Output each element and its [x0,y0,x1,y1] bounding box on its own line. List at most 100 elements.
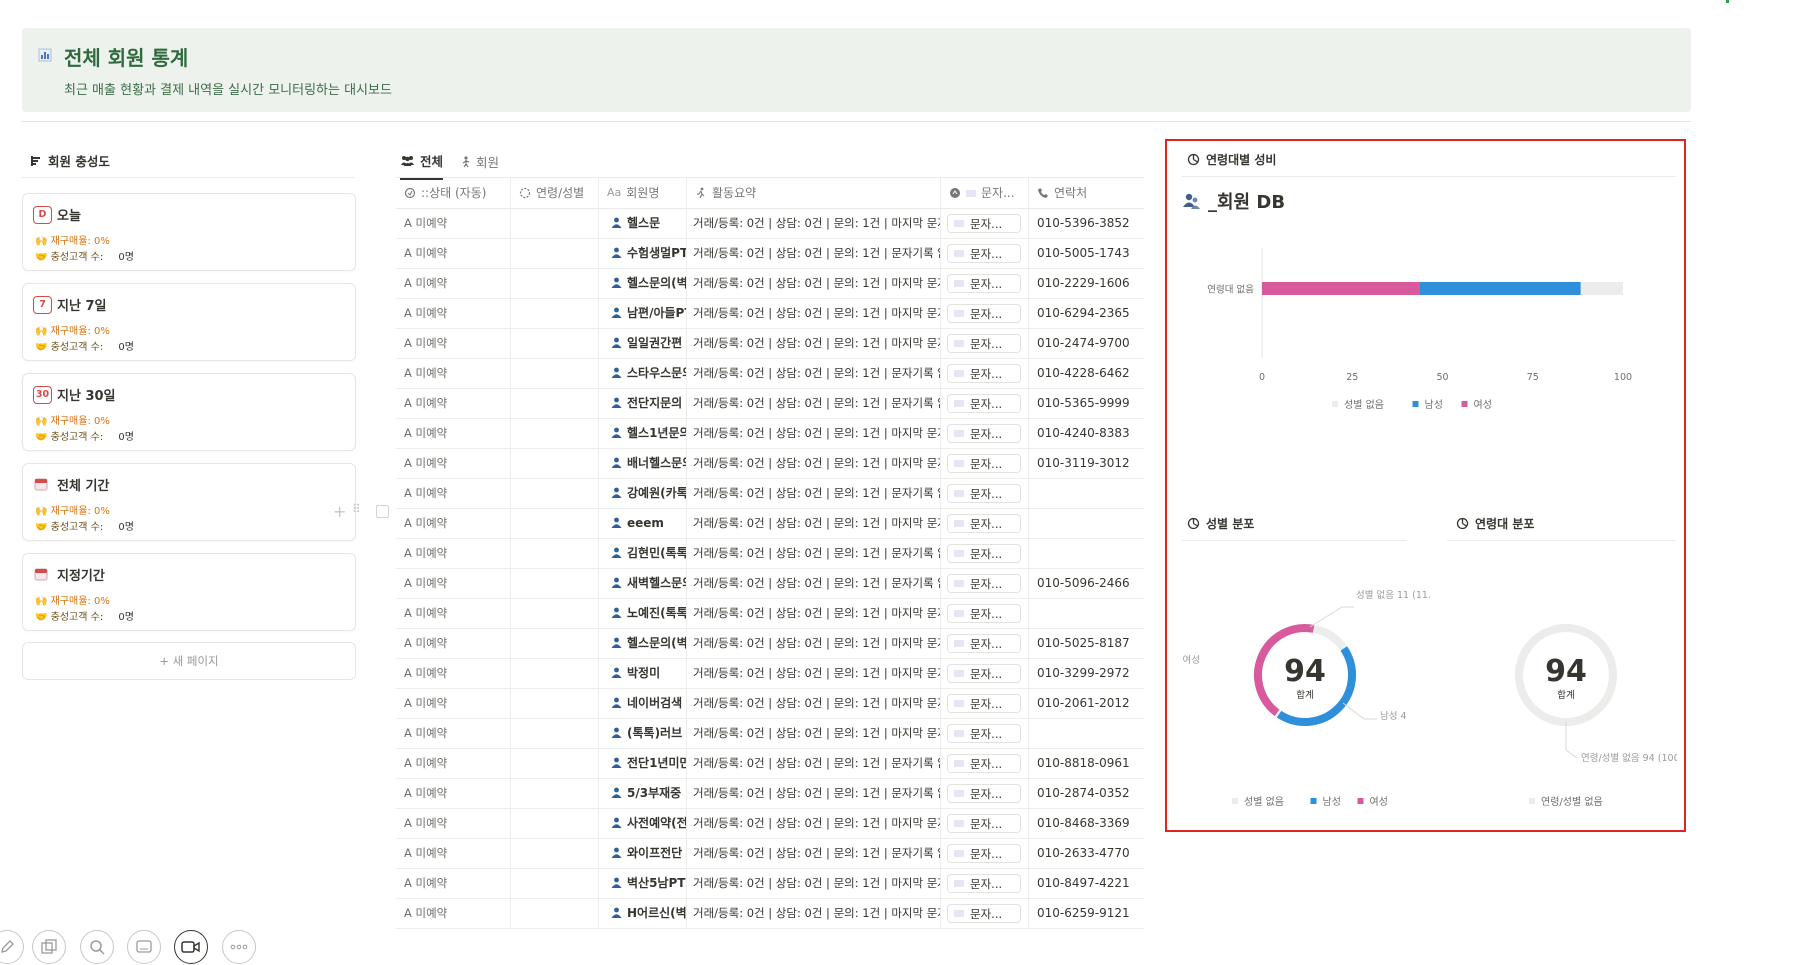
age-gender-cell[interactable] [511,479,599,508]
table-row[interactable]: A 미예약 헬스1년문의 거래/등록: 0건 | 상담: 0건 | 문의: 1건… [396,419,1144,449]
status-cell[interactable]: A 미예약 [396,209,511,238]
column-header-activity[interactable]: 활동요약 [687,178,941,208]
table-row[interactable]: A 미예약 배너헬스문의 거래/등록: 0건 | 상담: 0건 | 문의: 1건… [396,449,1144,479]
send-message-button[interactable]: 문자... [947,244,1021,263]
column-header-age-gender[interactable]: 연령/성별 [511,178,599,208]
message-cell[interactable]: 문자... [941,509,1029,538]
tab-all[interactable]: 전체 [400,151,444,180]
table-row[interactable]: A 미예약 전단지문의 거래/등록: 0건 | 상담: 0건 | 문의: 1건 … [396,389,1144,419]
column-header-message[interactable]: 문자... [941,178,1029,208]
activity-cell[interactable]: 거래/등록: 0건 | 상담: 0건 | 문의: 1건 | 문자기록 없 [687,389,941,418]
send-message-button[interactable]: 문자... [947,784,1021,803]
send-message-button[interactable]: 문자... [947,904,1021,923]
table-row[interactable]: A 미예약 새벽헬스문의 거래/등록: 0건 | 상담: 0건 | 문의: 1건… [396,569,1144,599]
age-gender-cell[interactable] [511,239,599,268]
status-cell[interactable]: A 미예약 [396,359,511,388]
activity-cell[interactable]: 거래/등록: 0건 | 상담: 0건 | 문의: 1건 | 문자기록 없 [687,779,941,808]
member-name-cell[interactable]: (톡톡)러브 [599,719,687,748]
phone-cell[interactable] [1029,479,1144,508]
message-cell[interactable]: 문자... [941,449,1029,478]
message-cell[interactable]: 문자... [941,389,1029,418]
age-gender-cell[interactable] [511,359,599,388]
send-message-button[interactable]: 문자... [947,274,1021,293]
send-message-button[interactable]: 문자... [947,844,1021,863]
member-name-cell[interactable]: 전단지문의 [599,389,687,418]
age-gender-cell[interactable] [511,389,599,418]
member-name-cell[interactable]: 새벽헬스문의 [599,569,687,598]
table-row[interactable]: A 미예약 헬스문 거래/등록: 0건 | 상담: 0건 | 문의: 1건 | … [396,209,1144,239]
age-gender-cell[interactable] [511,629,599,658]
send-message-button[interactable]: 문자... [947,814,1021,833]
message-cell[interactable]: 문자... [941,869,1029,898]
age-gender-cell[interactable] [511,569,599,598]
activity-cell[interactable]: 거래/등록: 0건 | 상담: 0건 | 문의: 1건 | 마지막 문자 [687,719,941,748]
activity-cell[interactable]: 거래/등록: 0건 | 상담: 0건 | 문의: 1건 | 마지막 문자 [687,419,941,448]
age-gender-cell[interactable] [511,719,599,748]
status-cell[interactable]: A 미예약 [396,449,511,478]
table-row[interactable]: A 미예약 와이프전단 거래/등록: 0건 | 상담: 0건 | 문의: 1건 … [396,839,1144,869]
drag-handle-icon[interactable]: ⠿ [352,502,361,516]
send-message-button[interactable]: 문자... [947,634,1021,653]
table-row[interactable]: A 미예약 수험생멀PT 거래/등록: 0건 | 상담: 0건 | 문의: 1건… [396,239,1144,269]
member-name-cell[interactable]: 헬스문 [599,209,687,238]
send-message-button[interactable]: 문자... [947,334,1021,353]
status-cell[interactable]: A 미예약 [396,239,511,268]
loyalty-card[interactable]: 30 지난 30일 🙌 재구매율: 0% 🤝 충성고객 수: 0명 [22,373,356,451]
status-cell[interactable]: A 미예약 [396,779,511,808]
send-message-button[interactable]: 문자... [947,304,1021,323]
activity-cell[interactable]: 거래/등록: 0건 | 상담: 0건 | 문의: 1건 | 마지막 문자 [687,629,941,658]
activity-cell[interactable]: 거래/등록: 0건 | 상담: 0건 | 문의: 1건 | 마지막 문자 [687,299,941,328]
table-row[interactable]: A 미예약 노예진(톡톡 거래/등록: 0건 | 상담: 0건 | 문의: 1건… [396,599,1144,629]
status-cell[interactable]: A 미예약 [396,539,511,568]
age-gender-cell[interactable] [511,689,599,718]
activity-cell[interactable]: 거래/등록: 0건 | 상담: 0건 | 문의: 1건 | 마지막 문자 [687,869,941,898]
activity-cell[interactable]: 거래/등록: 0건 | 상담: 0건 | 문의: 1건 | 문자기록 없 [687,569,941,598]
table-row[interactable]: A 미예약 네이버검색 거래/등록: 0건 | 상담: 0건 | 문의: 1건 … [396,689,1144,719]
status-cell[interactable]: A 미예약 [396,839,511,868]
activity-cell[interactable]: 거래/등록: 0건 | 상담: 0건 | 문의: 1건 | 마지막 문자 [687,899,941,928]
member-name-cell[interactable]: 배너헬스문의 [599,449,687,478]
message-cell[interactable]: 문자... [941,269,1029,298]
send-message-button[interactable]: 문자... [947,724,1021,743]
row-checkbox[interactable] [376,505,389,518]
member-name-cell[interactable]: 남편/아들PT [599,299,687,328]
message-cell[interactable]: 문자... [941,359,1029,388]
send-message-button[interactable]: 문자... [947,604,1021,623]
message-cell[interactable]: 문자... [941,629,1029,658]
member-name-cell[interactable]: 일일권간편 [599,329,687,358]
age-gender-cell[interactable] [511,269,599,298]
age-gender-cell[interactable] [511,599,599,628]
message-cell[interactable]: 문자... [941,809,1029,838]
add-block-icon[interactable]: + [333,502,347,521]
member-name-cell[interactable]: 강예원(카톡 [599,479,687,508]
send-message-button[interactable]: 문자... [947,694,1021,713]
send-message-button[interactable]: 문자... [947,544,1021,563]
send-message-button[interactable]: 문자... [947,574,1021,593]
member-name-cell[interactable]: 스타우스문의 [599,359,687,388]
message-cell[interactable]: 문자... [941,569,1029,598]
status-cell[interactable]: A 미예약 [396,689,511,718]
member-name-cell[interactable]: 헬스문의(벽 [599,269,687,298]
activity-cell[interactable]: 거래/등록: 0건 | 상담: 0건 | 문의: 1건 | 문자기록 없 [687,539,941,568]
status-cell[interactable]: A 미예약 [396,569,511,598]
age-gender-cell[interactable] [511,329,599,358]
copy-button[interactable] [32,930,66,964]
table-row[interactable]: A 미예약 H어르신(벽 거래/등록: 0건 | 상담: 0건 | 문의: 1건… [396,899,1144,929]
message-cell[interactable]: 문자... [941,539,1029,568]
member-name-cell[interactable]: 전단1년미만 [599,749,687,778]
send-message-button[interactable]: 문자... [947,394,1021,413]
message-cell[interactable]: 문자... [941,899,1029,928]
age-gender-cell[interactable] [511,659,599,688]
message-cell[interactable]: 문자... [941,599,1029,628]
send-message-button[interactable]: 문자... [947,874,1021,893]
activity-cell[interactable]: 거래/등록: 0건 | 상담: 0건 | 문의: 1건 | 문자기록 없 [687,239,941,268]
activity-cell[interactable]: 거래/등록: 0건 | 상담: 0건 | 문의: 1건 | 마지막 문자 [687,809,941,838]
table-row[interactable]: A 미예약 헬스문의(벽 거래/등록: 0건 | 상담: 0건 | 문의: 1건… [396,629,1144,659]
message-cell[interactable]: 문자... [941,689,1029,718]
phone-cell[interactable]: 010-2229-1606 [1037,276,1130,290]
phone-cell[interactable] [1029,599,1144,628]
send-message-button[interactable]: 문자... [947,454,1021,473]
age-gender-cell[interactable] [511,509,599,538]
message-cell[interactable]: 문자... [941,659,1029,688]
activity-cell[interactable]: 거래/등록: 0건 | 상담: 0건 | 문의: 1건 | 마지막 문자 [687,449,941,478]
